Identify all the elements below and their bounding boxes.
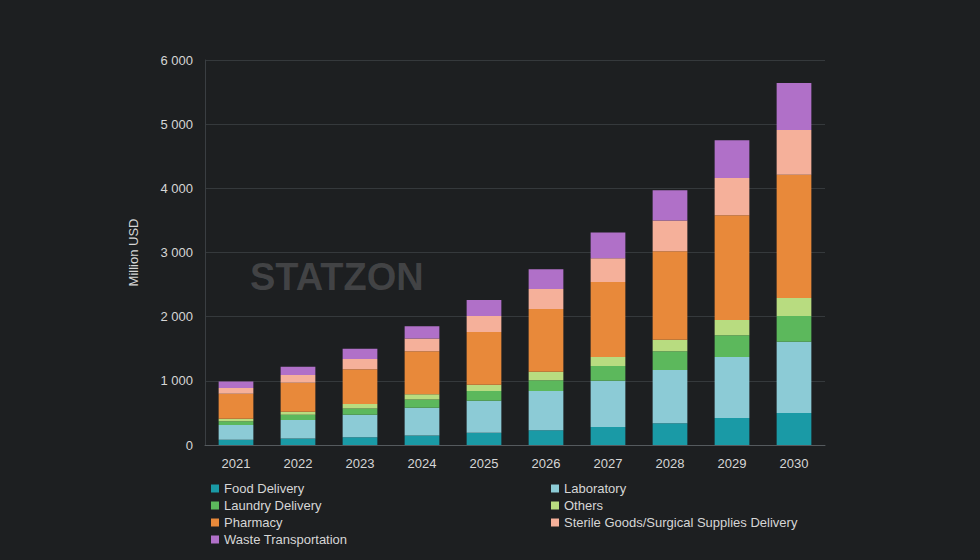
svg-text:Waste Transportation: Waste Transportation xyxy=(224,532,347,547)
svg-text:4 000: 4 000 xyxy=(160,181,193,196)
svg-text:2029: 2029 xyxy=(718,456,747,471)
svg-text:STATZON: STATZON xyxy=(250,256,424,298)
svg-text:2028: 2028 xyxy=(656,456,685,471)
svg-text:Laundry Delivery: Laundry Delivery xyxy=(224,498,322,513)
svg-text:Million USD: Million USD xyxy=(126,219,141,287)
svg-text:Food Delivery: Food Delivery xyxy=(224,481,305,496)
svg-text:2022: 2022 xyxy=(284,456,313,471)
svg-text:2025: 2025 xyxy=(470,456,499,471)
svg-text:3 000: 3 000 xyxy=(160,245,193,260)
svg-text:1 000: 1 000 xyxy=(160,373,193,388)
svg-text:2027: 2027 xyxy=(594,456,623,471)
svg-text:Pharmacy: Pharmacy xyxy=(224,515,283,530)
svg-text:0: 0 xyxy=(186,438,193,453)
svg-text:5 000: 5 000 xyxy=(160,117,193,132)
svg-text:2024: 2024 xyxy=(408,456,437,471)
svg-text:Laboratory: Laboratory xyxy=(564,481,627,496)
svg-text:2026: 2026 xyxy=(532,456,561,471)
svg-text:Others: Others xyxy=(564,498,604,513)
svg-text:6 000: 6 000 xyxy=(160,53,193,68)
svg-text:2 000: 2 000 xyxy=(160,309,193,324)
svg-text:2030: 2030 xyxy=(780,456,809,471)
svg-text:Sterile Goods/Surgical Supplie: Sterile Goods/Surgical Supplies Delivery xyxy=(564,515,798,530)
svg-text:2021: 2021 xyxy=(222,456,251,471)
svg-text:2023: 2023 xyxy=(346,456,375,471)
